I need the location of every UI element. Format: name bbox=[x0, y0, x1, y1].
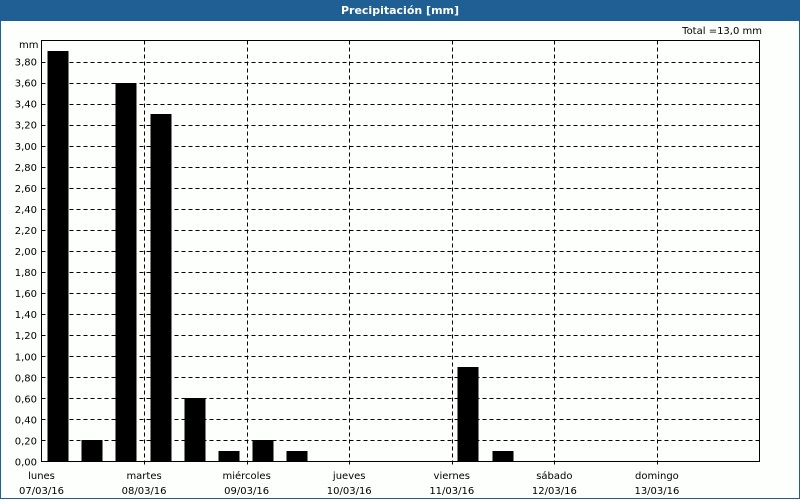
x-weekday-label: sábado bbox=[536, 470, 572, 482]
y-tick-label: 0,80 bbox=[15, 373, 37, 384]
x-date-label: 08/03/16 bbox=[122, 486, 167, 497]
precip-bar bbox=[150, 114, 172, 462]
y-tick-label: 1,20 bbox=[15, 331, 37, 342]
x-date-label: 12/03/16 bbox=[532, 486, 577, 497]
x-date-label: 07/03/16 bbox=[19, 486, 64, 497]
x-weekday-label: viernes bbox=[434, 471, 470, 482]
y-tick-label: 3,00 bbox=[15, 142, 37, 153]
precip-bar bbox=[81, 440, 103, 462]
y-tick-label: 3,60 bbox=[15, 79, 37, 90]
x-date-label: 11/03/16 bbox=[429, 486, 474, 497]
precip-bar bbox=[492, 451, 514, 462]
x-axis-labels: lunes 07/03/16 martes 08/03/16 miércoles 09/0… bbox=[19, 470, 679, 497]
y-tick-label: 0,60 bbox=[15, 394, 37, 405]
y-tick-label: 2,20 bbox=[15, 226, 37, 237]
y-tick-label: 1,60 bbox=[15, 289, 37, 300]
x-weekday-label: domingo bbox=[635, 471, 679, 482]
total-label: Total =13,0 mm bbox=[682, 26, 762, 37]
y-tick-label: 2,40 bbox=[15, 205, 37, 216]
bars bbox=[47, 51, 514, 462]
y-tick-label: 3,40 bbox=[15, 100, 37, 111]
x-weekday-label: martes bbox=[126, 471, 161, 482]
y-tick-label: 0,40 bbox=[15, 415, 37, 426]
y-tick-label: 1,40 bbox=[15, 310, 37, 321]
precip-bar bbox=[457, 367, 479, 462]
precip-bar bbox=[218, 451, 240, 462]
y-axis-ticks: 0,00 0,20 0,40 0,60 0,80 1,00 1,20 1,40 1,60 1,80… bbox=[15, 58, 37, 469]
y-tick-label: 1,00 bbox=[15, 352, 37, 363]
y-axis-unit-label: mm bbox=[19, 40, 39, 51]
precip-bar bbox=[115, 83, 137, 462]
y-tick-label: 2,60 bbox=[15, 184, 37, 195]
y-tick-label: 0,20 bbox=[15, 436, 37, 447]
precip-bar bbox=[286, 451, 308, 462]
x-date-label: 10/03/16 bbox=[327, 486, 372, 497]
y-tick-label: 2,00 bbox=[15, 247, 37, 258]
precip-bar bbox=[47, 51, 69, 462]
y-tick-label: 1,80 bbox=[15, 268, 37, 279]
precip-bar bbox=[184, 398, 206, 462]
grid-lines bbox=[41, 40, 760, 467]
x-weekday-label: jueves bbox=[332, 471, 366, 482]
x-date-label: 09/03/16 bbox=[224, 486, 269, 497]
x-weekday-label: lunes bbox=[28, 471, 55, 482]
plot-area-border bbox=[41, 40, 760, 462]
precip-bar bbox=[252, 440, 274, 462]
y-tick-label: 3,20 bbox=[15, 121, 37, 132]
y-tick-label: 0,00 bbox=[15, 458, 37, 469]
chart-title: Precipitación [mm] bbox=[0, 0, 800, 21]
y-tick-label: 2,80 bbox=[15, 163, 37, 174]
x-date-label: 13/03/16 bbox=[634, 486, 679, 497]
x-weekday-label: miércoles bbox=[222, 470, 270, 482]
y-tick-label: 3,80 bbox=[15, 58, 37, 69]
